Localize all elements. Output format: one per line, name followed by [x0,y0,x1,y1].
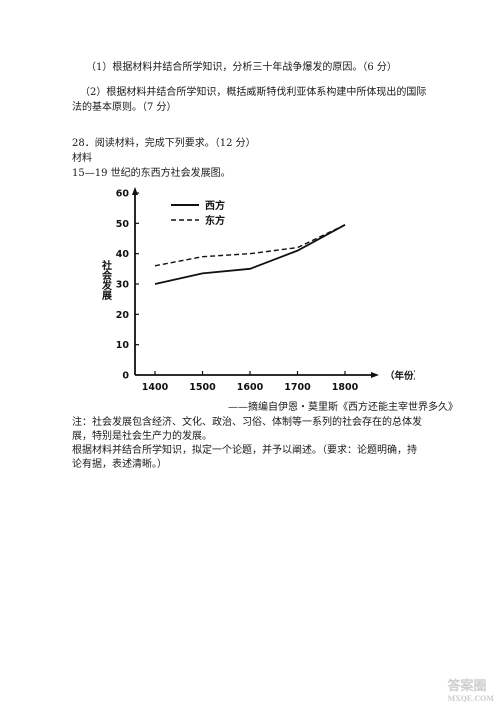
y-axis-label: 社会发展 [100,259,113,301]
y-tick-label: 40 [116,249,130,260]
chart-series [154,224,346,285]
watermark-main: 答案圈 [447,679,487,694]
legend-label: 东方 [205,214,225,227]
x-tick-label: 1500 [189,382,216,393]
y-axis-arrow [132,187,138,195]
note-line1: 注：社会发展包含经济、文化、政治、习俗、体制等一系列的社会存在的总体发 [72,417,422,428]
chart-caption: 15—19 世纪的东西方社会发展图。 [72,168,231,179]
y-tick-label: 0 [122,371,129,382]
x-axis-arrow [371,372,379,378]
legend-label: 西方 [205,199,225,212]
y-tick-label: 50 [116,219,130,230]
y-tick-label: 60 [116,189,130,200]
material-label: 材料 [72,153,92,164]
source-citation: ——摘编自伊恩・莫里斯《西方还能主宰世界多久》 [228,402,458,413]
chart-axes: 0 10 20 30 40 50 60 1400 1500 1600 1700 1800 [116,187,379,393]
watermark-sub: MXQE.COM [447,694,494,703]
note-line2: 展，特别是社会生产力的发展。 [72,431,212,442]
series-line-east [154,224,346,267]
task-line1: 根据材料并结合所学知识，拟定一个论题，并予以阐述。（要求：论题明确，持 [72,445,417,456]
q27-part2-line1: （2）根据材料并结合所学知识，概括威斯特伐利亚体系构建中所体现出的国际 [80,87,427,98]
y-tick-label: 30 [116,280,130,291]
q28-heading: 28．阅读材料，完成下列要求。（12 分） [72,138,256,149]
x-tick-label: 1700 [284,382,311,393]
x-tick-label: 1400 [142,382,169,393]
x-tick-label: 1800 [332,382,359,393]
watermark-logo: 答案圈 MXQE.COM [448,675,494,703]
x-axis-label: （年份） [385,370,415,382]
q27-part2-line2: 法的基本原则。（7 分） [72,102,177,113]
y-tick-label: 20 [116,310,130,321]
series-line-west [154,224,346,285]
y-tick-label: 10 [116,340,130,351]
x-tick-label: 1600 [237,382,264,393]
task-line2: 论有据，表述清晰。） [72,459,167,470]
q27-part1: （1）根据材料并结合所学知识，分析三十年战争爆发的原因。（6 分） [86,62,397,73]
